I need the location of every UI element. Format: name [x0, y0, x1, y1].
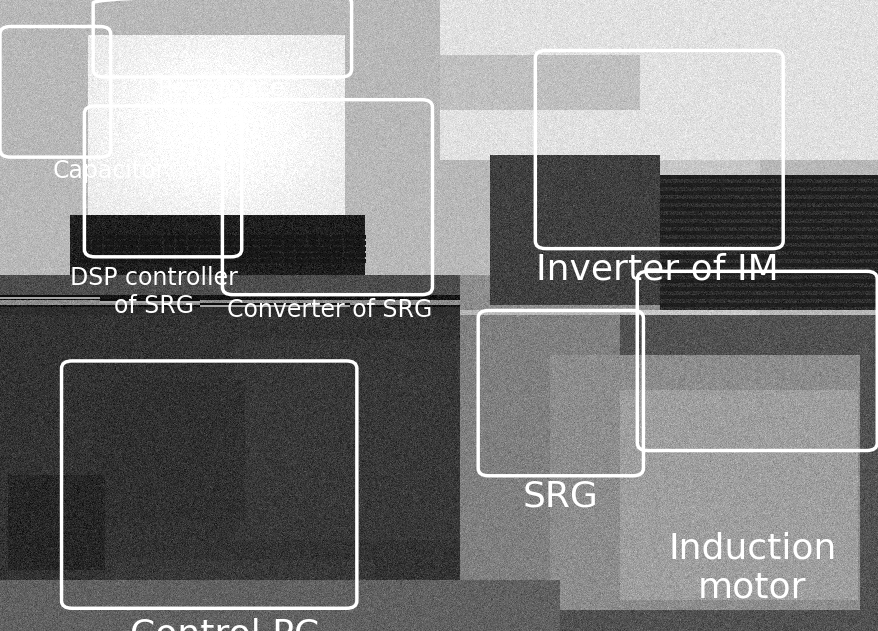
Text: Converter of SRG: Converter of SRG: [227, 298, 432, 322]
Text: Capacitor: Capacitor: [53, 159, 166, 183]
Text: DSP controller
of SRG: DSP controller of SRG: [70, 266, 237, 318]
Text: Inverter of IM: Inverter of IM: [536, 252, 778, 286]
Text: Control PC: Control PC: [129, 617, 319, 631]
Text: Resistance: Resistance: [157, 77, 285, 101]
Text: SRG: SRG: [522, 480, 598, 514]
Text: Induction
motor: Induction motor: [667, 531, 836, 604]
